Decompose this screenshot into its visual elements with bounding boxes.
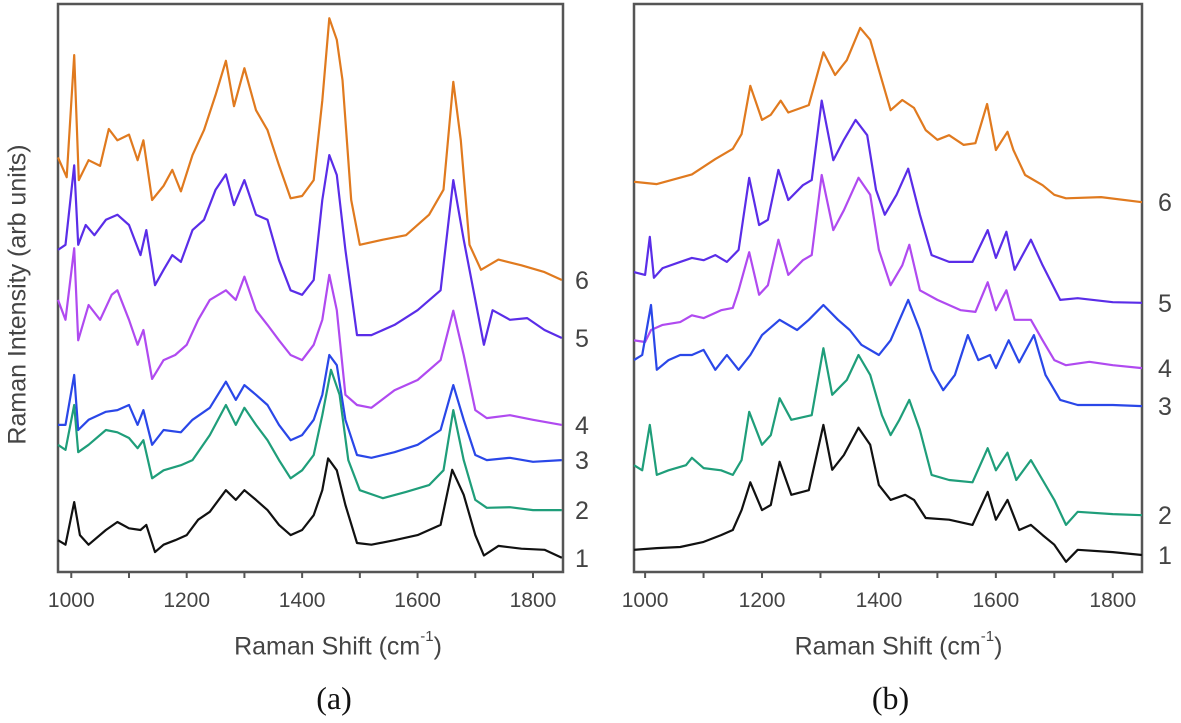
series-label-6: 6: [575, 267, 589, 295]
series-line-4: [56, 247, 562, 426]
x-tick-label: 1200: [163, 589, 210, 612]
series-label-3: 3: [575, 447, 589, 475]
series-label-4: 4: [1158, 355, 1172, 383]
series-line-2: [633, 347, 1143, 526]
series-line-6: [633, 26, 1143, 204]
x-axis-label-sup: -1: [980, 628, 995, 645]
x-tick-label: 1400: [279, 589, 326, 612]
x-axis-label-text: Raman Shift (cm: [234, 632, 421, 661]
caption-b: (b): [871, 680, 910, 716]
panel-b: 1000 1200 1400 1600 1800 6 5 4 3 2 1 Raman Shift (…: [620, 0, 1181, 723]
series-label-3: 3: [1158, 393, 1172, 421]
series-label-5: 5: [575, 325, 589, 353]
series-line-3: [633, 298, 1143, 408]
x-tick-label: 1200: [739, 589, 786, 612]
y-axis-label: Raman Intensity (arb units): [3, 144, 32, 445]
chart-b-svg: 1000 1200 1400 1600 1800 6 5 4 3 2 1: [622, 2, 1172, 612]
x-tick-label: 1000: [48, 589, 95, 612]
x-axis-label-tail: ): [994, 632, 1003, 661]
series-label-6: 6: [1158, 189, 1172, 217]
x-tick-label: 1800: [510, 589, 557, 612]
series-label-2: 2: [1158, 502, 1172, 530]
series-label-2: 2: [575, 497, 589, 525]
series-line-1: [57, 457, 563, 559]
x-axis-label-tail: ): [433, 632, 442, 661]
x-tick-label: 1000: [622, 589, 669, 612]
series-line-2: [57, 368, 562, 512]
series-line-5: [633, 99, 1143, 304]
caption-a: (a): [316, 680, 352, 716]
x-tick-label: 1600: [972, 589, 1019, 612]
series-line-3: [58, 353, 562, 463]
series-label-1: 1: [1158, 542, 1172, 570]
series-line-6: [56, 17, 563, 282]
panel-a: 1000 1200 1400 1600 1800 6 5 4 3 2 1 Raman Intensi…: [3, 2, 589, 716]
series-label-1: 1: [575, 545, 589, 573]
x-tick-label: 1600: [394, 589, 441, 612]
series-label-4: 4: [575, 412, 589, 440]
x-tick-label: 1400: [856, 589, 903, 612]
x-axis-label-a: Raman Shift (cm-1): [28, 628, 648, 661]
chart-a-svg: 1000 1200 1400 1600 1800 6 5 4 3 2 1: [48, 2, 589, 612]
x-axis-label-text: Raman Shift (cm: [794, 632, 981, 661]
plot-frame: [632, 2, 1144, 574]
series-line-5: [57, 154, 563, 346]
series-line-1: [633, 423, 1143, 563]
series-label-5: 5: [1158, 290, 1172, 318]
plot-frame: [56, 2, 565, 574]
x-axis-label-sup: -1: [420, 628, 434, 645]
x-tick-label: 1800: [1089, 589, 1136, 612]
series-line-4: [633, 173, 1143, 370]
x-axis-label-b: Raman Shift (cm-1): [618, 628, 1179, 661]
